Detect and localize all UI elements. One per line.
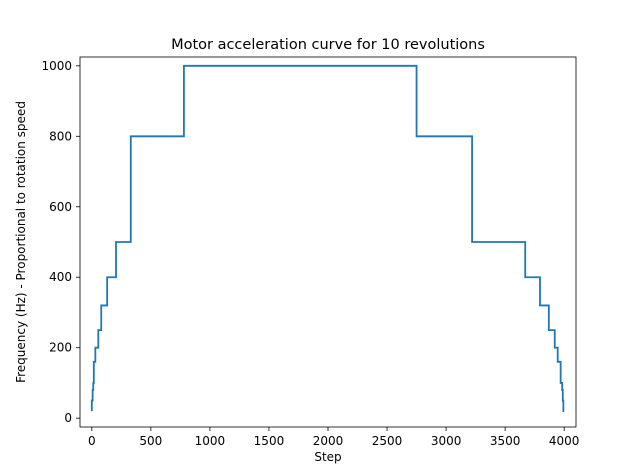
x-axis-label: Step	[314, 450, 341, 464]
y-axis: 0 200 400 600 800 1000	[41, 59, 80, 425]
x-tick-label: 500	[139, 434, 162, 448]
y-tick-label: 0	[64, 411, 72, 425]
x-tick-label: 1000	[195, 434, 226, 448]
y-axis-label: Frequency (Hz) - Proportional to rotatio…	[14, 101, 28, 383]
series-line	[90, 64, 565, 413]
y-tick-label: 600	[49, 200, 72, 214]
y-tick-label: 400	[49, 270, 72, 284]
x-tick-label: 3000	[431, 434, 462, 448]
y-tick-label: 1000	[41, 59, 72, 73]
x-tick-label: 2000	[313, 434, 344, 448]
y-tick-label: 800	[49, 129, 72, 143]
x-tick-label: 4000	[549, 434, 580, 448]
series-layer	[90, 64, 565, 413]
x-tick-label: 3500	[490, 434, 521, 448]
x-tick-label: 0	[88, 434, 96, 448]
x-axis: 0 500 1000 1500 2000 2500 3000 3500 4000	[88, 427, 579, 448]
y-tick-label: 200	[49, 341, 72, 355]
x-tick-label: 1500	[254, 434, 285, 448]
x-tick-label: 2500	[372, 434, 403, 448]
chart-title: Motor acceleration curve for 10 revoluti…	[171, 37, 485, 53]
